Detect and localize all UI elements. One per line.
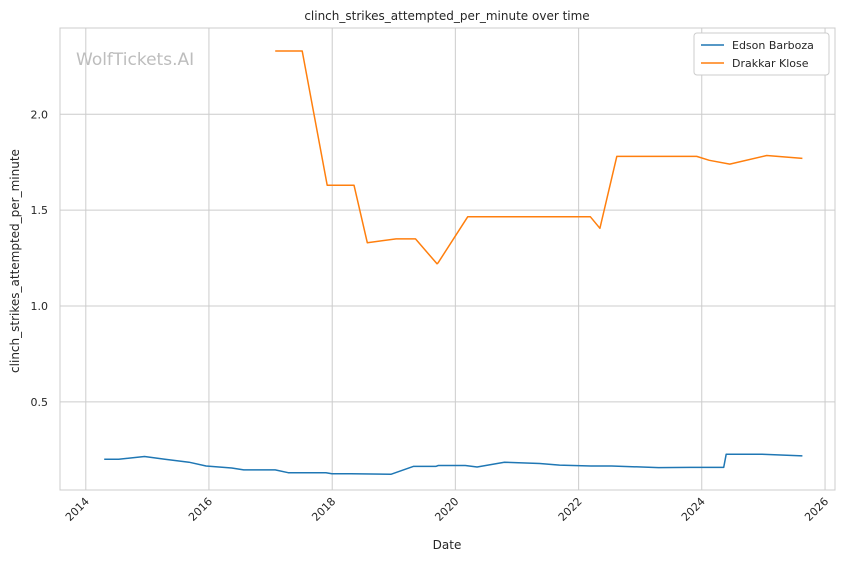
series-line-edson-barboza [104, 453, 803, 476]
x-tick-label: 2018 [309, 495, 338, 524]
x-tick-label: 2026 [802, 495, 831, 524]
y-tick-label: 1.5 [31, 204, 49, 217]
watermark: WolfTickets.AI [76, 50, 194, 70]
x-tick-label: 2022 [556, 495, 585, 524]
x-tick-label: 2020 [432, 495, 461, 524]
legend: Edson Barboza Drakkar Klose [693, 32, 830, 76]
x-tick-label: 2014 [63, 495, 92, 524]
legend-label-drakkar-klose: Drakkar Klose [732, 57, 809, 70]
x-tick-label: 2016 [186, 495, 215, 524]
y-axis-ticks: 0.5 1.0 1.5 2.0 [31, 108, 49, 409]
x-axis-ticks: 2014 2016 2018 2020 2022 2024 2026 [63, 495, 831, 524]
chart-title: clinch_strikes_attempted_per_minute over… [304, 9, 589, 23]
x-tick-label: 2024 [679, 495, 708, 524]
x-axis-title: Date [433, 538, 462, 552]
series-lines [104, 50, 803, 476]
legend-label-edson-barboza: Edson Barboza [732, 39, 814, 52]
plot-frame [59, 27, 836, 491]
y-tick-label: 0.5 [31, 396, 49, 409]
y-tick-label: 1.0 [31, 300, 49, 313]
legend-box [693, 32, 830, 76]
y-axis-title: clinch_strikes_attempted_per_minute [8, 149, 22, 373]
series-line-drakkar-klose [275, 50, 803, 265]
y-tick-label: 2.0 [31, 108, 49, 121]
grid [60, 28, 835, 490]
